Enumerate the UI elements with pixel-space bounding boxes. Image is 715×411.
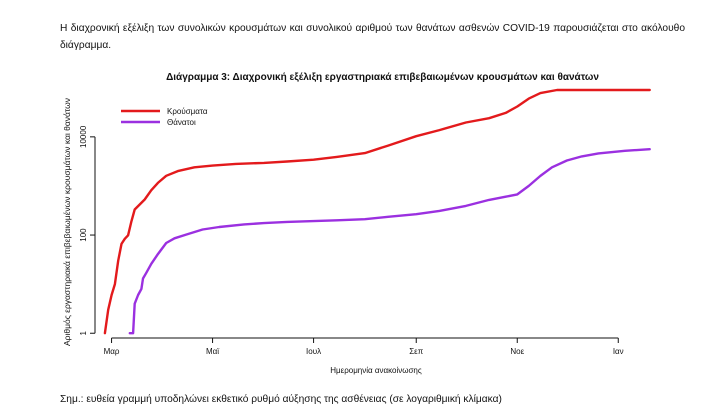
y-tick-label: 1 <box>79 330 88 335</box>
x-tick-label: Ιαν <box>613 347 624 356</box>
y-axis-label: Αριθμός εργαστηριακά επιβεβαιωμένων κρου… <box>63 98 72 346</box>
series-line-deaths <box>128 148 651 335</box>
chart-series-layer <box>103 88 651 335</box>
chart-legend: Κρούσματα Θάνατοι <box>121 107 208 127</box>
x-axis-label: Ημερομηνία ανακοίνωσης <box>330 366 422 375</box>
footnote: Σημ.: ευθεία γραμμή υποδηλώνει εκθετικό … <box>60 394 502 405</box>
x-tick-label: Σεπ <box>409 347 424 356</box>
x-tick-label: Μαρ <box>104 347 120 356</box>
x-tick-label: Νοε <box>510 347 524 356</box>
intro-paragraph: Η διαχρονική εξέλιξη των συνολικών κρουσ… <box>60 23 685 51</box>
legend-label: Θάνατοι <box>167 118 196 127</box>
y-tick-label: 100 <box>79 228 88 242</box>
series-line-cases <box>103 88 651 335</box>
x-tick-label: Ιουλ <box>306 347 321 356</box>
chart-axes: Μαρ Μαϊ Ιουλ Σεπ Νοε Ιαν 1 100 10000 Ημερομηνία α… <box>63 98 624 375</box>
chart-title: Διάγραμμα 3: Διαχρονική εξέλιξη εργαστηρ… <box>166 72 599 83</box>
legend-label: Κρούσματα <box>167 107 208 116</box>
x-tick-label: Μαϊ <box>206 347 219 356</box>
y-tick-label: 10000 <box>79 125 88 148</box>
